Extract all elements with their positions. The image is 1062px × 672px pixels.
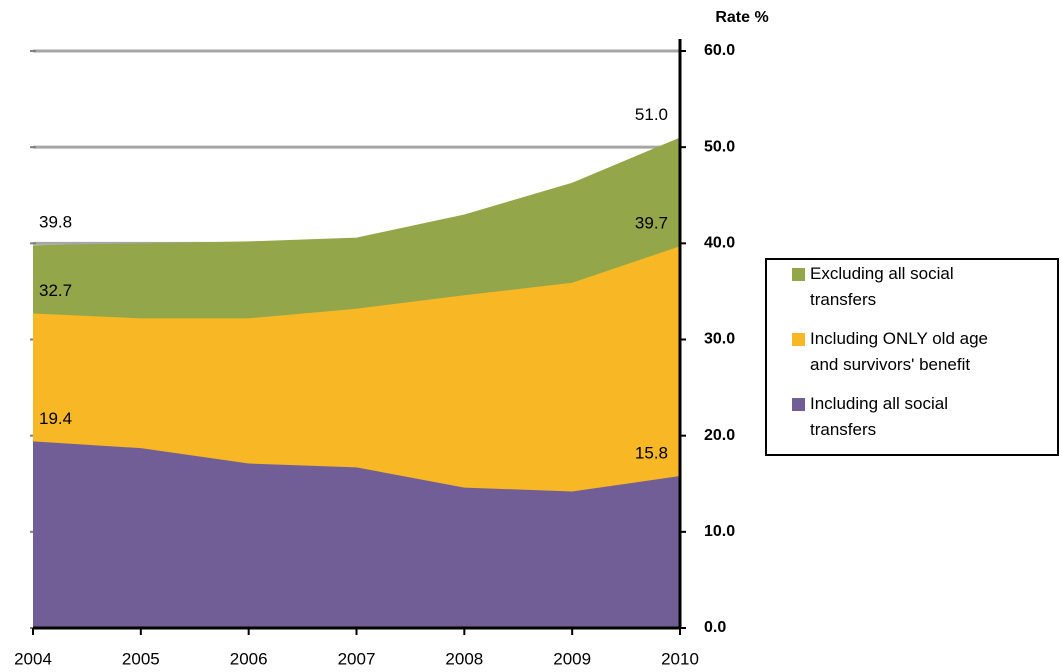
data-label: 19.4 [39, 409, 72, 428]
x-tick-label: 2007 [338, 649, 376, 668]
x-tick-label: 2009 [553, 649, 591, 668]
y-tick-label: 50.0 [704, 138, 735, 155]
data-label: 39.7 [635, 214, 668, 233]
y-tick-label: 20.0 [704, 427, 735, 444]
data-label: 39.8 [39, 213, 72, 232]
legend-box [765, 258, 1059, 456]
legend-swatch [792, 398, 805, 411]
x-tick-label: 2010 [661, 649, 699, 668]
legend-swatch [792, 268, 805, 281]
legend-label: Including all social transfers [810, 394, 948, 439]
legend-label: Including ONLY old age and survivors' ben… [810, 329, 988, 374]
data-label: 32.7 [39, 281, 72, 300]
area [33, 441, 680, 628]
y-tick-label: 0.0 [704, 619, 726, 636]
legend-swatch [792, 333, 805, 346]
x-tick-label: 2005 [122, 649, 160, 668]
y-tick-label: 40.0 [704, 235, 735, 252]
x-tick-label: 2006 [230, 649, 268, 668]
y-tick-label: 10.0 [704, 523, 735, 540]
y-tick-label: 30.0 [704, 331, 735, 348]
legend: Excluding all social transfers Including O… [765, 258, 1059, 456]
x-tick-label: 2004 [14, 649, 52, 668]
x-tick-label: 2008 [445, 649, 483, 668]
y-tick-label: 60.0 [704, 42, 735, 59]
y-axis-label: Rate % [715, 9, 768, 26]
data-label: 51.0 [635, 105, 668, 124]
data-label: 15.8 [635, 444, 668, 463]
legend-label: Excluding all social transfers [810, 264, 954, 309]
